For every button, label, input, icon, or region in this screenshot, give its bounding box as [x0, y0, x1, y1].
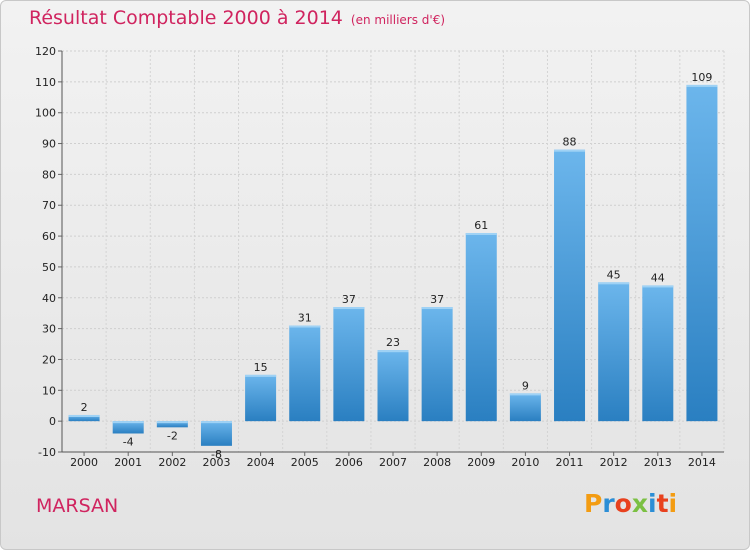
logo-letter: i	[648, 489, 657, 518]
bar-highlight	[377, 350, 409, 353]
bar-highlight	[465, 232, 497, 235]
data-label: 31	[298, 312, 312, 325]
data-label: 37	[342, 293, 356, 306]
data-labels: 2 -4 -2 -8 15 31 37 23 37 61 9 88 45 44 109	[81, 71, 713, 461]
bar-highlight	[68, 414, 100, 417]
bar-highlight	[333, 307, 365, 310]
data-label: 15	[254, 361, 268, 374]
y-tick-label: 20	[42, 353, 56, 366]
logo-letter: t	[656, 489, 669, 518]
logo-letter: i	[668, 489, 678, 518]
bar-2008	[421, 307, 453, 422]
y-tick-label: 60	[42, 230, 56, 243]
bar-2011	[554, 149, 586, 422]
chart-title-text: Résultat Comptable 2000 à 2014	[29, 7, 343, 29]
y-tick-label: 70	[42, 199, 56, 212]
grid-lines	[61, 50, 725, 453]
bar-2014	[686, 84, 718, 422]
bar-2007	[377, 350, 409, 422]
bars	[68, 84, 718, 446]
chart-title: Résultat Comptable 2000 à 2014 (en millie…	[29, 7, 445, 29]
proxiti-logo: Proxiti	[584, 489, 677, 518]
data-label: 37	[430, 293, 444, 306]
x-tick-label: 2002	[158, 456, 186, 469]
x-tick-label: 2005	[291, 456, 319, 469]
y-tick-label: 10	[42, 384, 56, 397]
y-tick-label: 100	[35, 107, 56, 120]
x-tick-label: 2007	[379, 456, 407, 469]
data-label: 2	[81, 401, 88, 414]
bar-2010	[509, 393, 541, 422]
y-tick-label: 30	[42, 323, 56, 336]
x-tick-label: 2011	[556, 456, 584, 469]
x-tick-label: 2000	[70, 456, 98, 469]
logo-letter: x	[631, 489, 648, 518]
bar-highlight	[245, 374, 277, 377]
data-label: 23	[386, 336, 400, 349]
data-label: -8	[211, 448, 222, 461]
place-name: MARSAN	[36, 495, 119, 517]
bar-2003	[200, 421, 232, 446]
data-label: 44	[651, 271, 665, 284]
x-tick-label: 2012	[600, 456, 628, 469]
x-tick-label: 2006	[335, 456, 363, 469]
bar-highlight	[509, 393, 541, 396]
bar-highlight	[200, 421, 232, 424]
x-tick-label: 2003	[202, 456, 230, 469]
bar-highlight	[421, 307, 453, 310]
data-label: 109	[691, 71, 712, 84]
data-label: -4	[123, 435, 134, 448]
y-tick-label: 120	[35, 45, 56, 58]
bar-highlight	[156, 421, 188, 424]
y-tick-label: 50	[42, 261, 56, 274]
logo-letter: P	[584, 489, 603, 518]
y-tick-label: 110	[35, 76, 56, 89]
bar-2009	[465, 232, 497, 422]
data-label: -2	[167, 429, 178, 442]
bar-2006	[333, 307, 365, 422]
data-label: 9	[522, 379, 529, 392]
bar-highlight	[686, 84, 718, 87]
chart-subtitle: (en milliers d'€)	[350, 13, 446, 27]
y-tick-label: 0	[49, 415, 56, 428]
y-tick-label: 90	[42, 138, 56, 151]
bar-2001	[112, 421, 144, 434]
bar-2005	[289, 325, 321, 422]
bar-2000	[68, 414, 100, 422]
bar-2002	[156, 421, 188, 428]
x-tick-label: 2010	[511, 456, 539, 469]
y-tick-label: -10	[38, 446, 56, 459]
bar-highlight	[112, 421, 144, 424]
x-tick-label: 2009	[467, 456, 495, 469]
bar-2012	[598, 282, 630, 422]
x-tick-label: 2008	[423, 456, 451, 469]
x-tick-label: 2013	[644, 456, 672, 469]
x-tick-label: 2001	[114, 456, 142, 469]
bar-2013	[642, 285, 674, 422]
x-tick-label: 2004	[247, 456, 275, 469]
x-tick-label: 2014	[688, 456, 716, 469]
y-tick-label: 40	[42, 292, 56, 305]
bar-highlight	[289, 325, 321, 328]
bar-highlight	[642, 285, 674, 288]
data-label: 61	[474, 219, 488, 232]
logo-letter: r	[602, 489, 615, 518]
bar-highlight	[598, 282, 630, 285]
y-tick-label: 80	[42, 168, 56, 181]
bar-highlight	[554, 149, 586, 152]
bar-2004	[245, 374, 277, 422]
data-label: 45	[607, 268, 621, 281]
data-label: 88	[563, 136, 577, 149]
logo-letter: o	[614, 489, 632, 518]
